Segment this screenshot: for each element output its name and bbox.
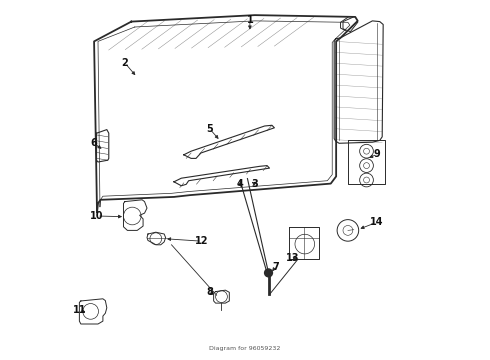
Text: Diagram for 96059232: Diagram for 96059232 bbox=[209, 346, 281, 351]
Text: 5: 5 bbox=[206, 124, 213, 134]
Text: 13: 13 bbox=[286, 253, 300, 264]
Text: 11: 11 bbox=[73, 305, 86, 315]
Text: 7: 7 bbox=[272, 262, 279, 272]
Text: 8: 8 bbox=[206, 287, 213, 297]
Text: 1: 1 bbox=[246, 15, 253, 25]
Text: 3: 3 bbox=[251, 179, 258, 189]
Text: 9: 9 bbox=[374, 149, 381, 159]
Text: 12: 12 bbox=[195, 236, 209, 246]
Text: 14: 14 bbox=[369, 217, 383, 228]
Text: 10: 10 bbox=[90, 211, 104, 221]
Text: 4: 4 bbox=[237, 179, 244, 189]
Text: 2: 2 bbox=[122, 58, 128, 68]
Circle shape bbox=[265, 269, 272, 277]
Text: 6: 6 bbox=[91, 138, 98, 148]
